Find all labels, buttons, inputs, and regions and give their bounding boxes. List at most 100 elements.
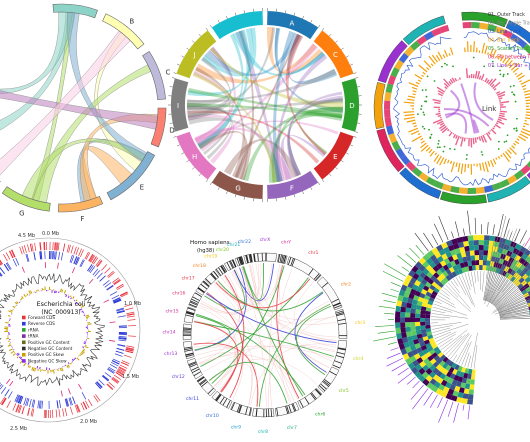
bar-track-bar	[407, 98, 415, 101]
forward-cds	[95, 259, 101, 266]
forward-cds	[91, 256, 97, 264]
heatmap-cell	[437, 281, 444, 288]
genomic-link	[195, 345, 334, 359]
heatmap-cell	[478, 245, 484, 251]
heatmap-cell	[432, 374, 440, 382]
forward-cds	[18, 405, 22, 414]
axis-tick	[192, 167, 195, 170]
heatmap-cell	[445, 358, 452, 365]
dendrogram-branch	[445, 334, 466, 355]
reverse-cds	[32, 399, 36, 408]
cytoband	[336, 313, 345, 317]
bar-track-bar	[434, 152, 438, 156]
bar-track-bar	[516, 138, 520, 141]
heatmap-cell	[470, 379, 475, 385]
chord-ribbon	[187, 105, 233, 160]
sector-label: I	[177, 102, 179, 110]
fill-between-track	[485, 132, 492, 141]
forward-cds	[8, 250, 14, 259]
bar-track-bar	[502, 57, 507, 63]
heatmap-cell	[429, 261, 437, 269]
fill-between-track	[494, 123, 501, 129]
heatmap-cell	[436, 244, 444, 252]
heatmap-cell	[420, 288, 428, 295]
rectangle-track-cell	[425, 176, 437, 186]
gc-skew-bar	[83, 348, 85, 350]
bar-track-bar	[509, 147, 517, 155]
heatmap-cell	[417, 296, 424, 303]
legend-entry: 07. Line + Bar + Scatter	[488, 63, 530, 69]
gc-skew-bar	[8, 310, 13, 313]
reverse-cds	[40, 251, 42, 260]
forward-cds	[76, 404, 81, 413]
cytoband	[184, 347, 193, 351]
heatmap-cell	[451, 238, 458, 245]
heatmap-cell	[462, 235, 469, 242]
scatter-point	[425, 100, 428, 103]
gc-skew-bar	[36, 365, 39, 369]
heatmap-cell	[429, 349, 436, 356]
heatmap-cell	[433, 258, 440, 266]
heatmap-cell	[525, 270, 530, 277]
cytoband	[282, 255, 285, 264]
gc-skew-bar	[59, 288, 62, 293]
bar-track-bar	[428, 55, 436, 65]
cytoband	[257, 253, 259, 262]
heatmap-cell	[437, 351, 444, 358]
heatmap-cell	[427, 278, 434, 285]
bar-track-bar	[514, 140, 520, 145]
sector-label: E	[333, 153, 337, 161]
reverse-cds	[5, 262, 11, 271]
fill-between-track	[486, 79, 490, 84]
heatmap-cell	[429, 268, 437, 276]
heatmap-cell	[402, 279, 410, 287]
scatter-point	[513, 94, 516, 96]
chromosome-ideogram	[253, 252, 277, 263]
heatmap-cell	[436, 357, 443, 364]
heatmap-cell	[483, 240, 490, 246]
heatmap-cell	[451, 271, 458, 278]
fill-between-track	[474, 70, 478, 79]
chromosome-label: chr22	[238, 239, 251, 245]
bar-track-bar	[404, 113, 415, 117]
axis-tick	[192, 40, 195, 43]
forward-cds	[64, 408, 68, 417]
bar-track-bar	[420, 140, 425, 144]
forward-cds	[126, 313, 135, 316]
chromosome-label: chr4	[353, 356, 363, 362]
reverse-cds	[16, 395, 21, 403]
forward-cds	[0, 262, 2, 266]
bar-track-bar	[403, 101, 415, 104]
chromosome-label: chr8	[258, 429, 268, 435]
heatmap-cell	[413, 338, 420, 345]
reverse-cds	[0, 273, 3, 277]
rectangle-track-cell	[526, 160, 530, 168]
leaf-label-line	[485, 220, 509, 301]
outer-track-segment	[461, 11, 508, 28]
chromosome-ideogram	[196, 375, 216, 397]
fill-between-track	[465, 68, 469, 79]
heatmap-cell	[429, 364, 436, 372]
bar-track-bar	[448, 53, 451, 56]
forward-cds	[9, 250, 14, 259]
sector-arc	[267, 170, 319, 199]
bar-track-bar	[412, 93, 416, 96]
forward-cds	[39, 242, 41, 251]
bar-track-bar	[449, 160, 453, 165]
axis-tick	[176, 63, 180, 66]
heatmap-cell	[468, 240, 474, 246]
bar-track-bar	[420, 137, 424, 141]
heatmap-cell	[445, 381, 452, 389]
cytoband	[191, 368, 200, 374]
sector-arc	[267, 11, 319, 40]
reverse-cds	[18, 395, 22, 404]
sector-label: J	[193, 51, 196, 59]
leaf-label-line	[524, 237, 530, 247]
axis-tick-label: 2.5 Mb	[10, 426, 27, 432]
heatmap-cell	[433, 272, 440, 279]
rectangle-track-cell	[416, 35, 428, 46]
heatmap-cell	[443, 246, 451, 254]
gc-skew-bar	[23, 362, 27, 367]
chromosome-ideogram	[317, 366, 340, 393]
scatter-point	[420, 108, 422, 110]
